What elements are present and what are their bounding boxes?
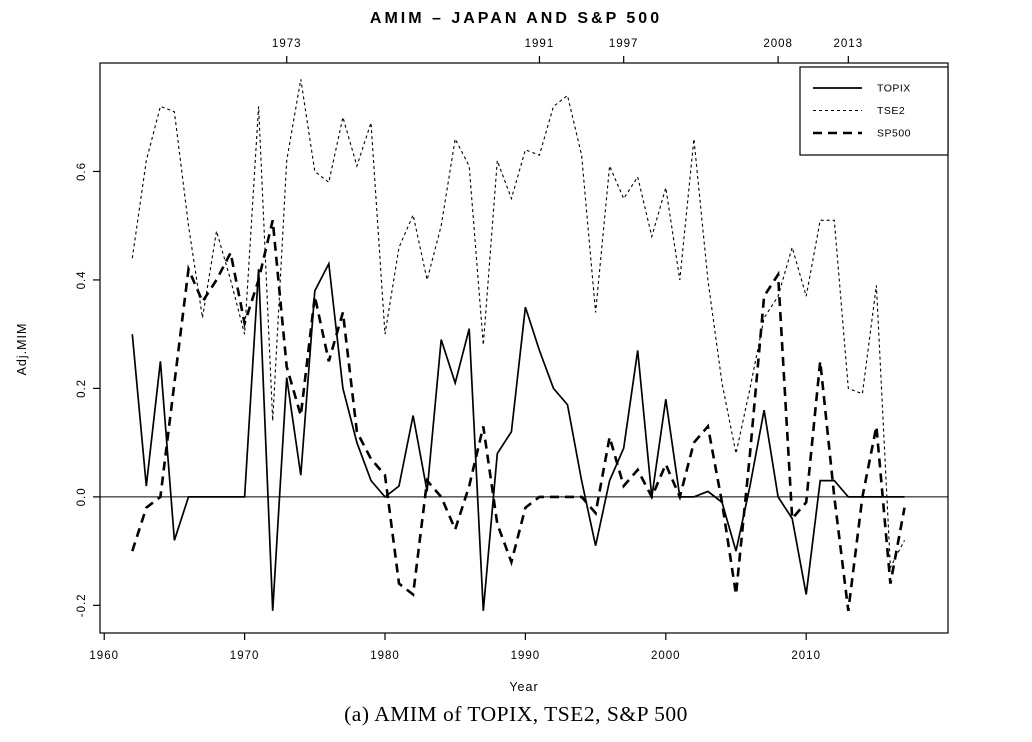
top-axis-tick-label: 1991 [525, 38, 555, 50]
series-line-sp500 [131, 220, 906, 611]
top-axis-tick-label: 1973 [272, 38, 302, 50]
y-axis-tick-label: 0.2 [76, 379, 88, 398]
y-axis-label: Adj.MIM [15, 323, 29, 376]
x-axis-tick-label: 1980 [370, 650, 400, 662]
x-axis-label: Year [509, 680, 538, 694]
chart-title: AMIM – JAPAN AND S&P 500 [370, 10, 662, 27]
top-axis-tick-label: 2008 [763, 38, 793, 50]
y-axis-tick-label: 0.0 [76, 487, 88, 506]
series-line-tse2 [131, 79, 905, 570]
legend-label-sp500: SP500 [877, 128, 911, 140]
figure-caption: (a) AMIM of TOPIX, TSE2, S&P 500 [344, 702, 688, 726]
series-line-topix [131, 260, 905, 611]
legend-label-tse2: TSE2 [877, 105, 905, 117]
legend-box [799, 66, 949, 156]
y-axis-tick-label: -0.2 [76, 593, 88, 617]
x-axis-tick-label: 2000 [651, 650, 681, 662]
plot-frame [99, 62, 949, 634]
top-axis-tick-label: 2013 [834, 38, 864, 50]
x-axis-tick-label: 1960 [89, 650, 119, 662]
line-chart: 1960 1970 1980 1990 2000 2010 1973 1991 1997 2008… [15, 10, 949, 694]
top-axis-tick-label: 1997 [609, 38, 639, 50]
x-axis-tick-label: 2010 [791, 650, 821, 662]
x-axis-tick-label: 1970 [230, 650, 260, 662]
y-axis-tick-label: 0.6 [76, 162, 88, 181]
y-axis-tick-label: 0.4 [76, 270, 88, 289]
x-axis-tick-label: 1990 [511, 650, 541, 662]
legend-label-topix: TOPIX [877, 83, 911, 95]
